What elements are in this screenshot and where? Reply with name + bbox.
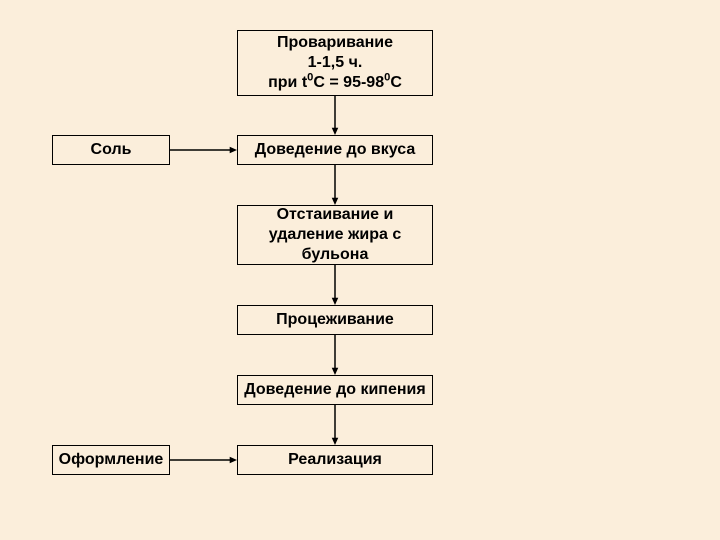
flow-node-n5: Доведение до кипения xyxy=(237,375,433,405)
flow-node-n1: Проваривание1-1,5 ч.при t0С = 95-980С xyxy=(237,30,433,96)
flowchart-canvas: Проваривание1-1,5 ч.при t0С = 95-980С Дов… xyxy=(0,0,720,540)
flow-node-s1: Соль xyxy=(52,135,170,165)
flow-node-n3: Отстаивание и удаление жира с бульона xyxy=(237,205,433,265)
flow-node-n2: Доведение до вкуса xyxy=(237,135,433,165)
flow-node-n6: Реализация xyxy=(237,445,433,475)
flow-node-n4: Процеживание xyxy=(237,305,433,335)
flow-node-s2: Оформление xyxy=(52,445,170,475)
